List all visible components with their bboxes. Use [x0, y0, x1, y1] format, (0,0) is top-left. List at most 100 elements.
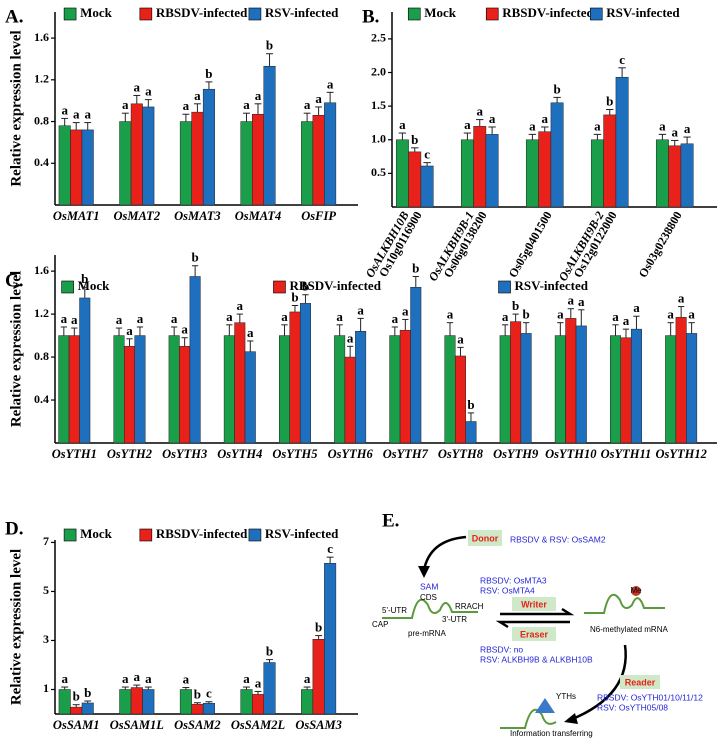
cap-label: CAP: [372, 620, 388, 629]
bar: [191, 703, 204, 715]
significance-letter: a: [247, 325, 254, 340]
significance-letter: a: [61, 671, 68, 686]
significance-letter: a: [194, 88, 201, 103]
significance-letter: c: [327, 541, 333, 556]
legend-label: RBSDV-infected: [156, 526, 248, 541]
significance-letter: a: [399, 117, 406, 132]
writer-label: Writer: [521, 599, 547, 609]
arrow: [500, 607, 575, 616]
bar: [123, 346, 135, 444]
significance-letter: a: [672, 124, 679, 139]
bar: [485, 134, 499, 208]
arrow-head: [418, 566, 430, 578]
significance-letter: b: [315, 620, 322, 635]
y-tick-label: 1: [43, 681, 49, 695]
x-tick-label: OsYTH6: [328, 447, 374, 461]
y-axis-label: Relative expression level: [8, 271, 24, 427]
y-tick-label: 0.4: [34, 155, 49, 169]
bar: [408, 151, 422, 208]
x-tick-label: OsFIP: [301, 209, 336, 223]
arrow: [569, 644, 627, 722]
significance-letter: c: [206, 686, 212, 701]
significance-letter: a: [181, 322, 188, 337]
legend-swatch: [273, 280, 286, 294]
bar: [301, 121, 314, 206]
significance-letter: b: [523, 307, 530, 322]
significance-letter: a: [659, 118, 666, 133]
bar: [590, 139, 604, 208]
pre-label: pre-mRNA: [408, 629, 446, 638]
bar: [263, 65, 276, 206]
bar: [58, 689, 71, 715]
significance-letter: a: [281, 309, 288, 324]
bar: [334, 335, 346, 444]
x-tick-label: OsYTH7: [383, 447, 429, 461]
bar: [70, 706, 83, 715]
bar: [81, 702, 94, 715]
bar: [389, 335, 401, 444]
legend-label: RBSDV-infected: [502, 5, 594, 20]
significance-letter: b: [606, 93, 613, 108]
bar: [565, 318, 577, 444]
bar: [630, 328, 642, 444]
x-tick-label: OsYTH3: [162, 447, 207, 461]
bar: [620, 337, 632, 444]
significance-letter: c: [619, 52, 625, 67]
bar: [538, 131, 552, 208]
legend-swatch: [248, 7, 262, 21]
mrna: [584, 593, 665, 614]
significance-letter: a: [327, 76, 334, 91]
bar: [301, 689, 314, 715]
significance-letter: a: [122, 97, 129, 112]
significance-letter: a: [304, 671, 311, 686]
panel-label: C.: [5, 270, 23, 291]
significance-letter: a: [61, 311, 68, 326]
significance-letter: a: [315, 91, 322, 106]
significance-letter: c: [424, 147, 430, 162]
bar: [324, 102, 337, 206]
significance-letter: b: [467, 397, 474, 412]
arrow: [495, 620, 570, 629]
significance-letter: a: [145, 671, 152, 686]
bar: [575, 325, 587, 444]
bar: [244, 351, 256, 444]
info-label: Information transferring: [510, 729, 593, 738]
significance-letter: a: [243, 97, 250, 112]
significance-letter: a: [568, 293, 575, 308]
bar: [324, 563, 337, 715]
yths-label: YTHs: [556, 692, 576, 701]
x-tick-label: OsSAM1: [53, 718, 100, 732]
significance-letter: a: [226, 309, 233, 324]
bar: [263, 662, 276, 715]
bar: [610, 335, 621, 444]
legend-label: RBSDV-infected: [156, 5, 248, 20]
methyl: [631, 586, 641, 596]
panel-label: D.: [5, 518, 23, 539]
panel-label: B.: [362, 6, 379, 27]
significance-letter: a: [667, 307, 674, 322]
bar: [299, 303, 311, 444]
significance-letter: b: [553, 81, 560, 96]
significance-letter: a: [688, 307, 695, 322]
bar: [312, 639, 325, 715]
x-tick-label: OsSAM1L: [110, 718, 165, 732]
significance-letter: a: [489, 111, 496, 126]
legend-label: RSV-infected: [606, 5, 680, 20]
significance-letter: a: [145, 84, 152, 99]
bar: [460, 139, 474, 208]
y-tick-label: 1.2: [34, 306, 49, 320]
bar: [510, 321, 522, 444]
bar: [113, 335, 125, 444]
bar: [655, 139, 669, 208]
legend-label: Mock: [424, 5, 457, 20]
bar: [142, 689, 155, 715]
bar: [252, 694, 265, 715]
bar: [202, 702, 215, 715]
bar: [668, 145, 682, 208]
bar: [344, 356, 356, 444]
x-tick-label: OsMAT2: [114, 209, 161, 223]
significance-letter: a: [171, 311, 178, 326]
donor-note: RBSDV & RSV: OsSAM2: [510, 534, 606, 544]
utr-label: 3'-UTR: [442, 615, 467, 624]
box: [620, 675, 660, 689]
